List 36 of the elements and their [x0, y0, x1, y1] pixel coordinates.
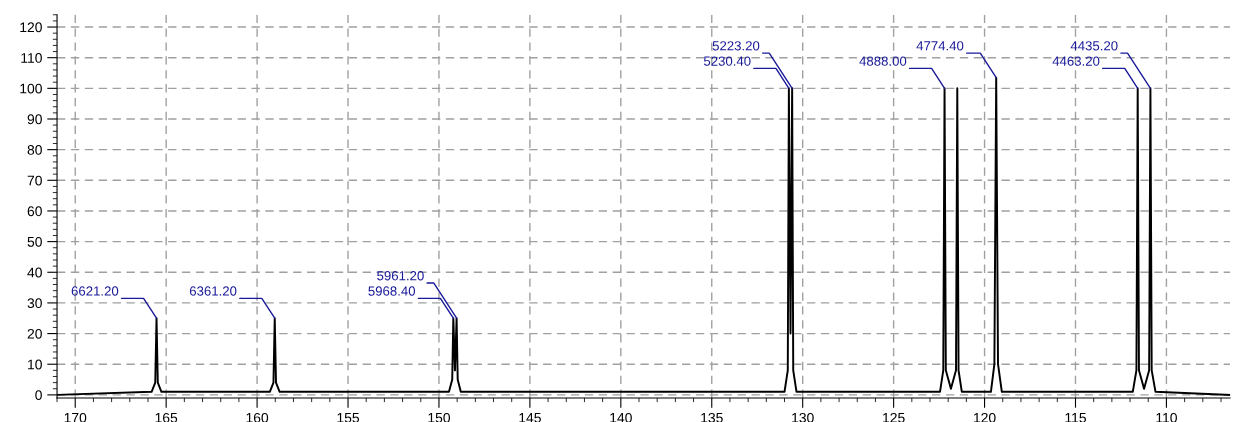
- annotation: 4435.20: [1070, 41, 1118, 51]
- x-tick-label: 145: [519, 413, 541, 422]
- x-tick-label: 140: [610, 412, 632, 422]
- y-tick-label: 90: [27, 114, 42, 125]
- y-tick-label: 110: [21, 53, 42, 63]
- annotation: 5968.40: [368, 286, 416, 296]
- annotation: 4888.00: [859, 56, 907, 66]
- x-tick-label: 120: [974, 412, 996, 422]
- x-tick-label: 125: [883, 412, 905, 422]
- x-tick-label: 150: [428, 412, 450, 422]
- annotation: 5961.20: [377, 271, 424, 281]
- x-tick-label: 110: [1156, 412, 1177, 422]
- y-tick-label: 70: [27, 175, 42, 186]
- annotation: 4463.20: [1052, 56, 1100, 66]
- x-tick-label: 155: [337, 413, 360, 422]
- x-tick-label: 160: [246, 412, 269, 422]
- y-tick-label: 120: [20, 22, 42, 33]
- y-tick-label: 80: [27, 144, 42, 155]
- y-tick-label: 60: [27, 206, 42, 217]
- x-tick-label: 115: [1065, 413, 1086, 422]
- annotation: 5230.40: [703, 56, 751, 66]
- annotation: 5223.20: [712, 41, 760, 51]
- y-tick-label: 10: [28, 359, 42, 370]
- x-tick-label: 165: [155, 412, 178, 422]
- x-tick-label: 135: [701, 412, 723, 422]
- y-tick-label: 30: [27, 298, 42, 309]
- y-tick-label: 20: [27, 328, 42, 339]
- annotation: 4774.40: [916, 41, 964, 51]
- y-tick-label: 0: [35, 390, 42, 401]
- annotation: 6361.20: [189, 286, 237, 296]
- y-tick-label: 50: [27, 236, 42, 247]
- y-tick-label: 40: [27, 267, 42, 278]
- y-tick-label: 100: [20, 83, 42, 94]
- annotation: 6621.20: [71, 286, 119, 296]
- x-tick-label: 130: [792, 412, 814, 422]
- x-tick-label: 170: [64, 412, 87, 422]
